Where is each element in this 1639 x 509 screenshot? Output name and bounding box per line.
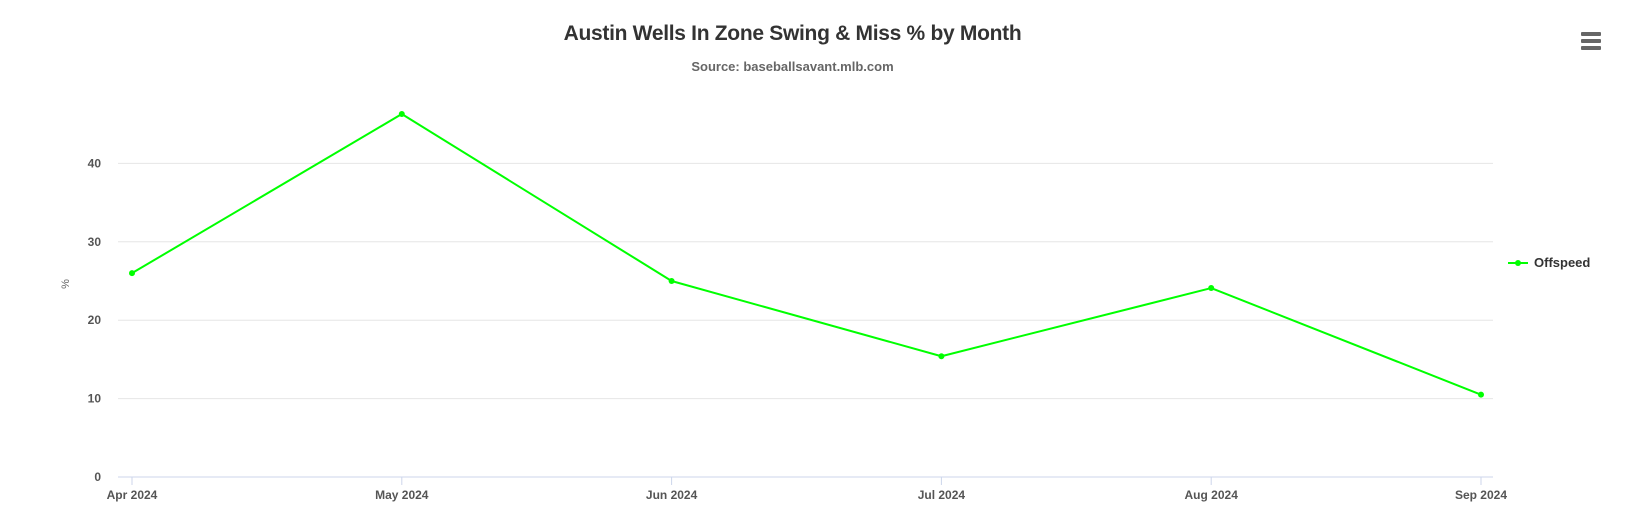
data-point <box>668 278 675 284</box>
x-tick-label: Aug 2024 <box>1185 488 1239 502</box>
x-tick-label: Jun 2024 <box>646 488 698 502</box>
menu-bar <box>1581 39 1601 43</box>
data-point <box>1208 285 1215 292</box>
series-line-offspeed <box>131 113 1482 396</box>
chart-title: Austin Wells In Zone Swing & Miss % by M… <box>563 22 1022 45</box>
legend-item-offspeed[interactable]: Offspeed <box>1508 255 1590 270</box>
y-tick-label: 20 <box>88 313 102 327</box>
legend-label: Offspeed <box>1534 255 1591 270</box>
x-tick-label: Apr 2024 <box>107 488 158 502</box>
x-tick-label: Sep 2024 <box>1455 488 1507 502</box>
legend-line-symbol <box>1508 259 1528 266</box>
chart-subtitle: Source: baseballsavant.mlb.com <box>691 59 894 74</box>
y-tick-label: 0 <box>94 470 101 484</box>
data-point <box>129 270 135 277</box>
menu-bar <box>1581 46 1601 50</box>
hamburger-menu-icon[interactable] <box>1576 30 1606 56</box>
x-tick-label: May 2024 <box>375 488 429 502</box>
y-tick-label: 40 <box>88 156 102 170</box>
y-tick-label: 10 <box>88 392 102 406</box>
menu-bar <box>1581 32 1601 36</box>
data-point <box>938 353 945 360</box>
data-point <box>398 111 405 118</box>
y-tick-label: 30 <box>88 235 102 249</box>
y-axis-title: % <box>60 279 72 289</box>
data-point <box>1478 391 1484 398</box>
x-tick-label: Jul 2024 <box>918 488 966 502</box>
